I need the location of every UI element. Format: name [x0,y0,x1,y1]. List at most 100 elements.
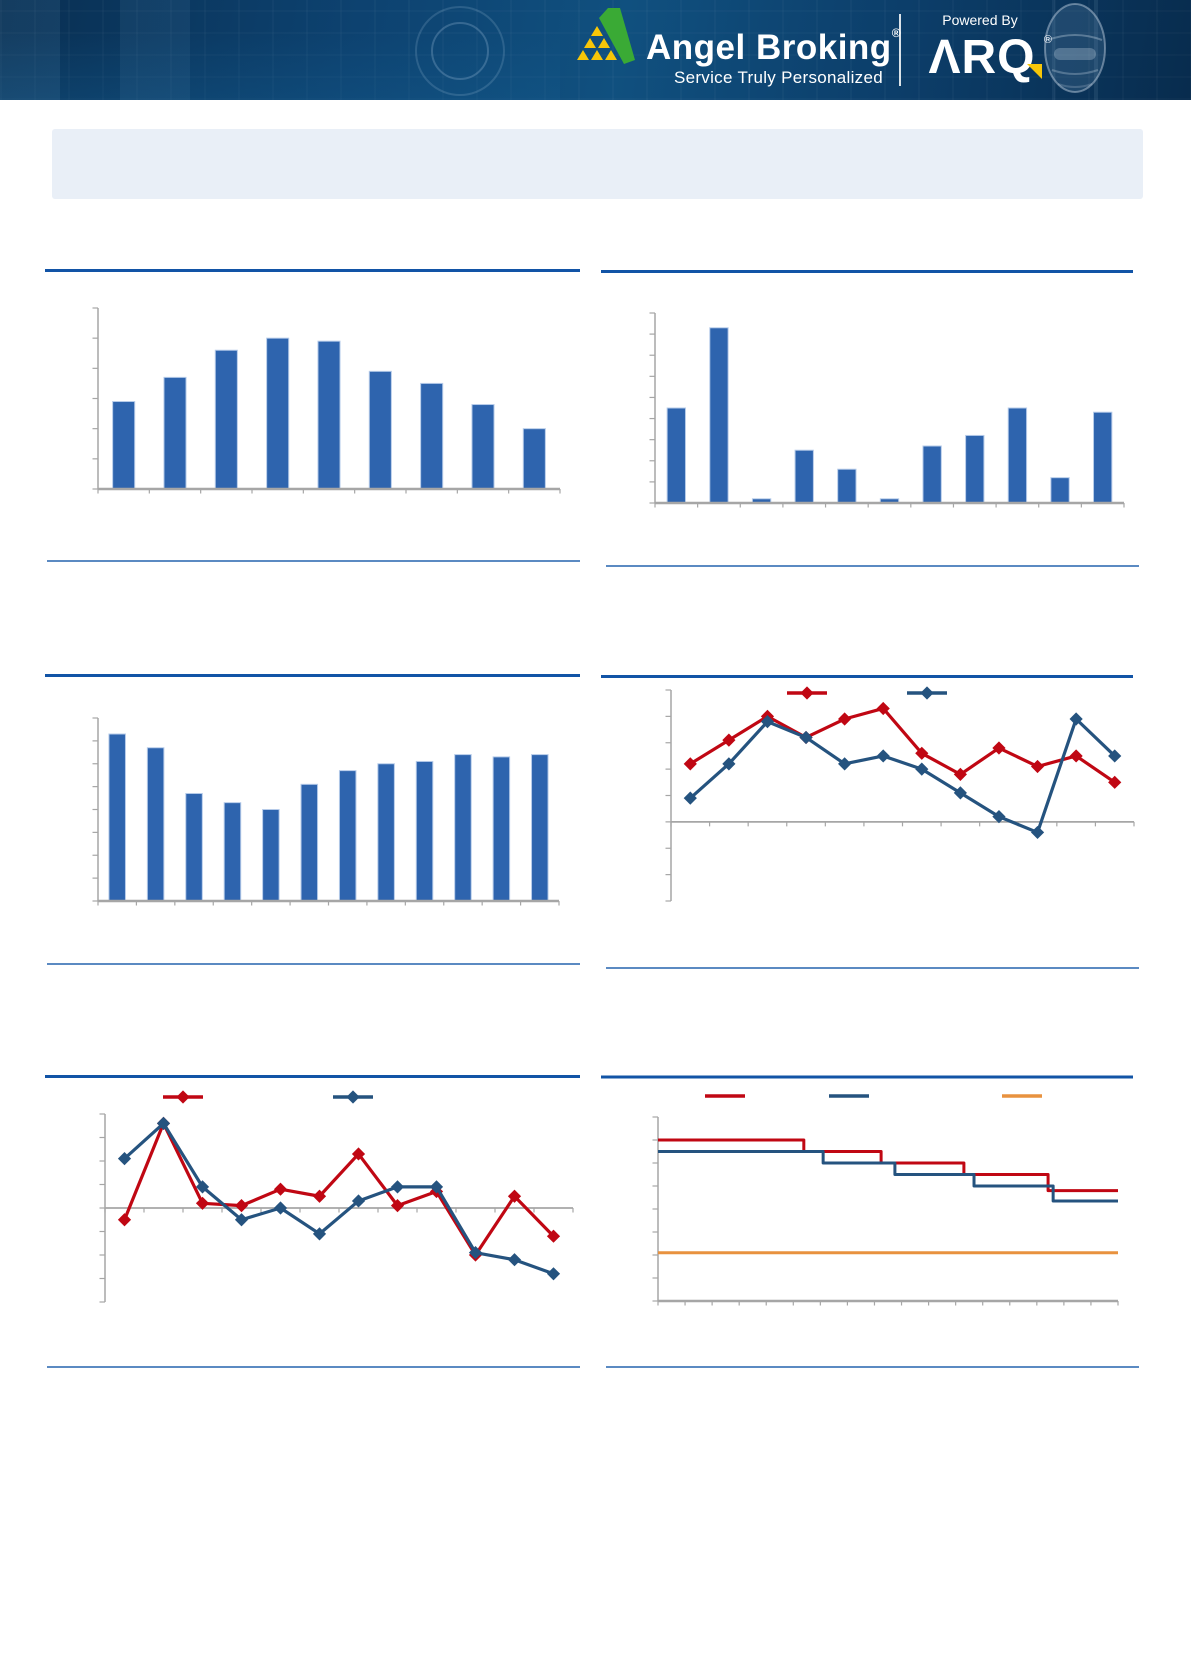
bar [666,407,686,504]
bar [492,756,511,902]
legend-marker [800,686,814,700]
data-point-marker [507,1253,522,1267]
data-point-marker [683,791,697,805]
bar [266,337,290,490]
series-line [122,1121,556,1257]
data-point-marker [1030,825,1045,840]
bar [922,445,942,504]
data-point-marker [953,786,967,800]
chart-panel-3 [92,717,560,906]
data-point-marker [760,715,775,729]
arq-registered-mark: ® [1044,34,1052,46]
data-point-marker [546,1229,561,1243]
bar [531,754,549,902]
bar [415,760,434,902]
bar [146,747,165,902]
series-step-line [658,1138,1118,1193]
data-point-marker [117,1213,132,1227]
chart-panel-5 [99,1090,574,1303]
chart-panel-6 [652,1094,1119,1306]
data-point-marker [195,1180,210,1194]
bar [223,802,242,902]
header-circuit-circle [431,22,489,80]
series-line [688,717,1117,835]
header-circuit-pattern [0,0,1191,100]
data-point-marker [915,746,929,760]
data-point-marker [351,1147,366,1161]
bar [454,754,472,902]
brand-name: Angel Broking® [646,26,901,68]
data-point-marker [468,1246,483,1260]
data-point-marker [156,1116,171,1130]
arq-wordmark: ΛRQ [928,31,1036,84]
bar [1093,411,1113,504]
data-point-marker [1030,759,1045,774]
bar [163,376,187,490]
bar [837,468,857,504]
bar [108,733,126,902]
legend-marker [176,1090,190,1104]
bar [214,349,238,490]
logo-green-ribbon [599,8,635,64]
chart-panel-2 [649,312,1125,508]
bar [1007,407,1028,504]
angel-broking-logo-icon [577,8,635,64]
chart-panel-1 [92,307,561,494]
data-point-marker [273,1201,288,1215]
series-step-line [658,1150,1118,1203]
bar [1050,477,1070,504]
data-point-marker [546,1267,561,1281]
data-point-marker [992,810,1006,824]
arq-triangle-icon [1027,64,1042,79]
data-point-marker [1069,712,1083,726]
data-point-marker [429,1180,444,1194]
bar [420,382,444,490]
data-point-marker [838,757,852,771]
summary-box [52,129,1143,199]
data-point-marker [351,1194,366,1208]
data-point-marker [876,749,890,763]
data-point-marker [838,712,852,726]
robot-head-icon [1044,0,1106,100]
data-point-marker [117,1152,132,1166]
data-point-marker [1108,775,1122,789]
data-point-marker [992,741,1006,755]
brand-registered-mark: ® [891,26,902,40]
bar [262,809,280,902]
powered-by-label: Powered By [942,12,1018,28]
data-point-marker [273,1182,288,1196]
data-point-marker [1108,749,1122,763]
arq-logo: ΛRQ ® [916,30,1052,86]
bar [522,428,546,490]
bar [112,401,136,490]
data-point-marker [953,767,967,781]
data-point-marker [876,701,890,716]
legend-marker [920,686,934,700]
chart-panel-4 [665,686,1135,902]
brand-name-text: Angel Broking [646,28,892,67]
data-point-marker [1069,749,1083,763]
series-line [122,1121,556,1276]
brand-tagline: Service Truly Personalized [673,68,883,87]
bar [794,449,814,504]
bar [338,770,357,902]
bar [368,370,392,490]
bar [965,434,985,504]
data-point-marker [722,733,736,747]
header-circuit-circle [415,6,505,96]
data-point-marker [915,762,929,776]
bar [300,783,319,902]
header-divider [899,14,901,86]
legend-marker [346,1090,360,1104]
data-point-marker [683,757,697,771]
series-line [688,706,1117,784]
bar [185,792,203,902]
data-point-marker [722,757,736,771]
bar [317,340,341,490]
data-point-marker [195,1196,210,1210]
data-point-marker [234,1199,249,1213]
data-point-marker [390,1199,405,1213]
data-point-marker [312,1189,327,1203]
